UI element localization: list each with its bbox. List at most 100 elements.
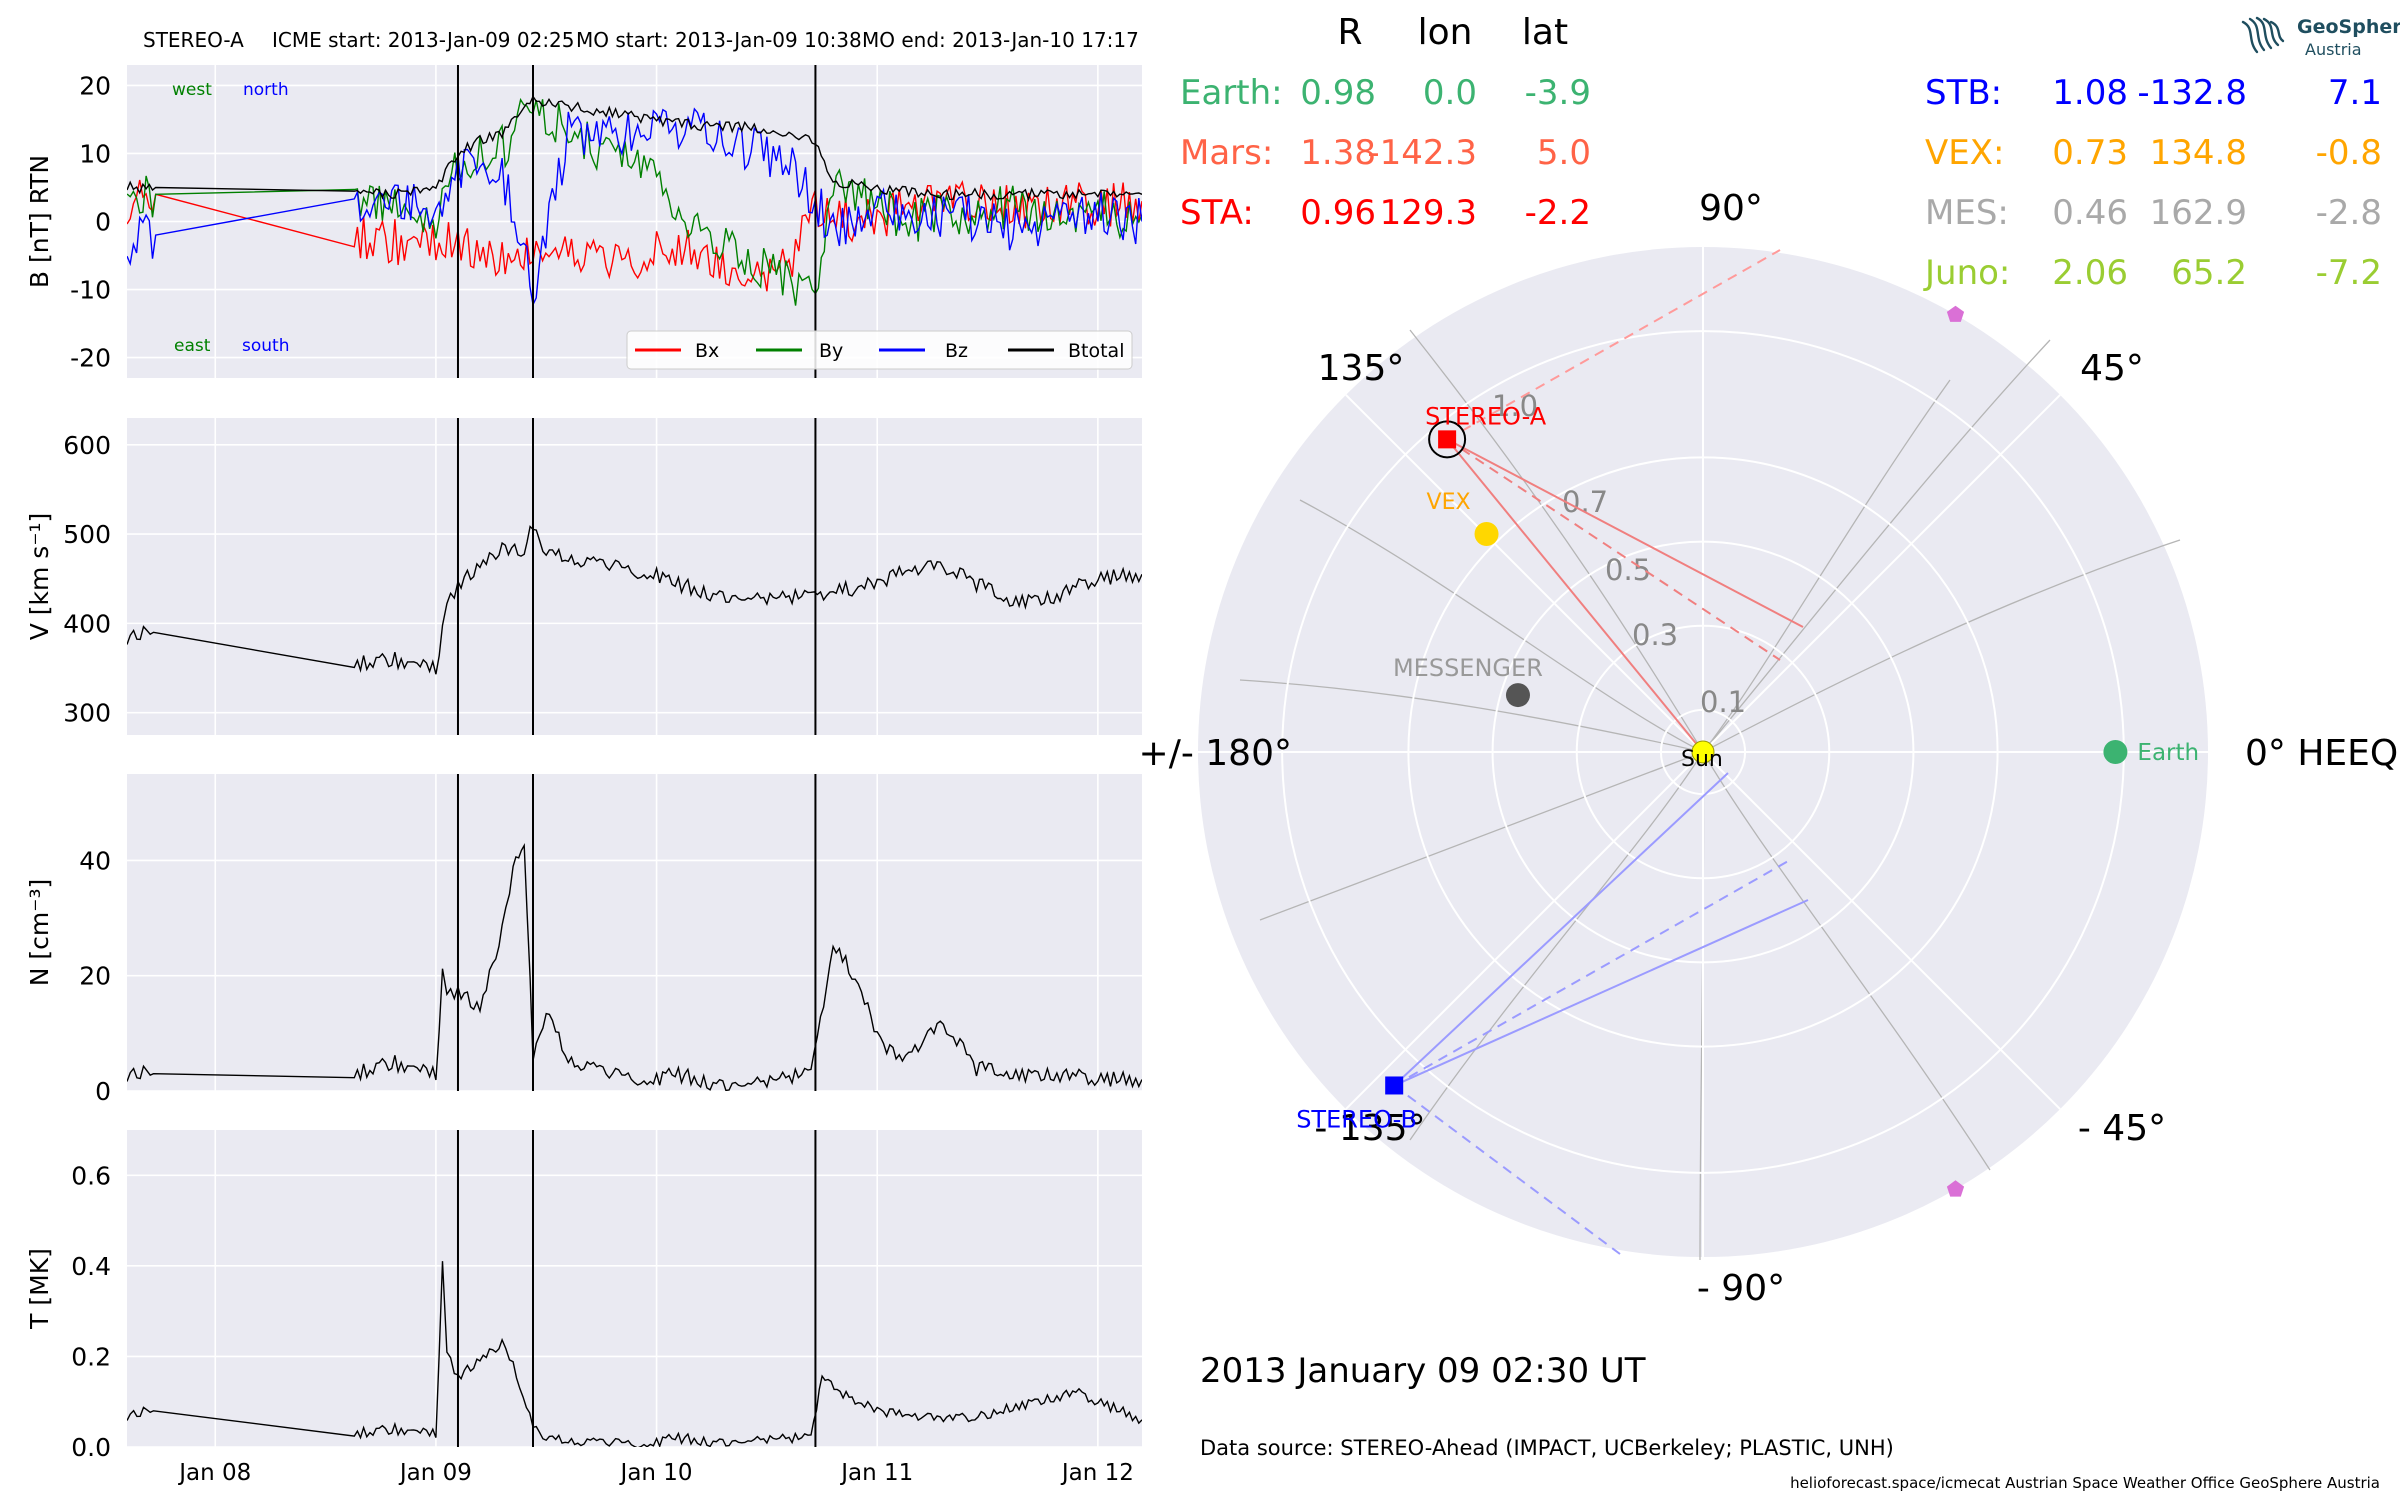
stereo-a-target-ring [1428,420,1467,459]
stb-view-line-2 [1393,859,1791,1087]
pentagon-marker-6 [1946,305,1965,322]
sun-label: Sun [1681,747,1723,772]
magnetic-field-series-btotal [127,94,1142,203]
table-right-row-2-r: 0.46 [2052,193,2128,233]
pentagon-marker-7 [1946,1180,1965,1197]
table-right-row-2-lon: 162.9 [2150,193,2247,233]
magnetic-field-ytick-0: 20 [79,71,111,100]
stereo-b-label: STEREO-B [1296,1105,1417,1133]
timestamp: 2013 January 09 02:30 UT [1200,1351,1646,1391]
polar-spoke-3 [1345,394,1704,753]
stereo-b-marker [1385,1076,1404,1095]
polar-angle-label-6: +/- 180° [1139,733,1292,774]
polar-rtick-0: 0.1 [1700,685,1746,719]
logo-line2: Austria [2305,40,2362,59]
logo-line1: GeoSphere [2297,16,2400,38]
table-header-lon: lon [1418,12,1473,53]
table-right-row-0-lon: -132.8 [2137,73,2247,113]
magnetic-field-series-bz [127,107,1142,307]
xtick-1: Jan 09 [398,1460,472,1486]
legend-bx-label: Bx [695,340,719,362]
time-axis-ticks: Jan 08 Jan 09 Jan 10 Jan 11 Jan 12 [177,1460,1134,1486]
table-right-row-3-name: Juno: [1923,253,2010,293]
table-left-row-2-r: 0.96 [1300,193,1376,233]
table-right-row-3-r: 2.06 [2052,253,2128,293]
stereo-a-marker [1438,430,1457,449]
sta-view-line-1 [1446,438,1804,628]
stereo-a-label: STEREO-A [1425,402,1547,430]
sun-marker [1691,740,1715,764]
table-left-row-2-name: STA: [1180,193,1254,233]
table-left-row-2-lat: -2.2 [1525,193,1591,233]
xtick-2: Jan 10 [619,1460,693,1486]
messenger-marker [1505,683,1530,708]
legend-bz-label: Bz [945,340,968,362]
magnetic-field-ytick-3: -10 [70,276,111,305]
polar-angle-label-7: 135° [1318,348,1405,389]
annotation-west: west [172,80,212,100]
table-left-row-0-lon: 0.0 [1423,73,1477,113]
table-left-row-1-lat: 5.0 [1537,133,1591,173]
temperature-ytick-1: 0.4 [71,1252,111,1281]
polar-angle-label-4: - 90° [1697,1268,1785,1309]
speed-ylabel: V [km s⁻¹] [25,513,54,641]
polar-angle-label-0: 90° [1699,188,1763,229]
table-right-row-1-lat: -0.8 [2316,133,2382,173]
sta-view-line-2 [1446,438,1781,661]
polar-spiral-8 [1702,339,2051,753]
footer-credits: helioforecast.space/icmecat Austrian Spa… [1790,1474,2380,1492]
table-left-row-1-r: 1.38 [1300,133,1376,173]
legend-by-label: By [819,340,843,362]
position-table: R lon lat Earth: 0.98 0.0 -3.9 Mars: 1.38-142… [1180,12,2382,293]
table-left-row-0-lat: -3.9 [1525,73,1591,113]
temperature-series-line [127,1261,1142,1447]
xtick-0: Jan 08 [177,1460,251,1486]
magnetic-field-ytick-4: -20 [70,344,111,373]
annotation-south: south [242,336,289,356]
polar-spiral-3 [1259,751,1704,921]
table-right-row-0-lat: 7.1 [2328,73,2382,113]
annotation-north: north [243,80,289,100]
speed-ytick-1: 500 [63,520,111,549]
stb-view-line-outer [1393,1084,1621,1255]
table-left-row-1-name: Mars: [1180,133,1273,173]
table-right-row-1-lon: 134.8 [2150,133,2247,173]
table-right-row-2-name: MES: [1925,193,2009,233]
table-right-row-0-r: 1.08 [2052,73,2128,113]
polar-angle-label-2: 0° HEEQ [2245,733,2398,774]
table-right-row-1-name: VEX: [1925,133,2005,173]
annotation-east: east [174,336,211,356]
magnetic-field-ytick-1: 10 [79,139,111,168]
stb-view-line-1 [1393,772,1729,1087]
table-left-row-0-r: 0.98 [1300,73,1376,113]
polar-spiral-6 [1702,751,1991,1171]
density-panel: 40 20 0 N [cm⁻³] [25,774,1142,1106]
polar-angle-label-5: - 135° [1314,1108,1425,1149]
header-icme-start: ICME start: 2013-Jan-09 02:25 [272,28,575,52]
magnetic-field-series-by [127,97,1142,306]
temperature-ytick-0: 0.6 [71,1161,111,1190]
header-spacecraft: STEREO-A [143,28,244,52]
table-right-row-3-lon: 65.2 [2171,253,2247,293]
geosphere-logo: GeoSphere Austria [2235,10,2400,60]
table-header-lat: lat [1522,12,1568,53]
polar-rtick-3: 0.7 [1562,485,1608,519]
density-ytick-0: 40 [79,846,111,875]
density-series-line [127,843,1142,1091]
stb-view-line-3 [1393,899,1809,1087]
magnetic-field-panel: 20 10 0 -10 -20 B [nT] RTN [25,65,1142,378]
speed-ytick-3: 300 [63,699,111,728]
polar-spoke-1 [1702,394,2061,753]
speed-panel: 600 500 400 300 V [km s⁻¹] [25,418,1142,735]
polar-spoke-7 [1702,751,2061,1110]
polar-spoke-5 [1345,751,1704,1110]
temperature-ytick-2: 0.2 [71,1342,111,1371]
earth-label: Earth [2137,740,2199,766]
density-ytick-1: 20 [79,962,111,991]
sta-view-line-3 [1446,438,1704,753]
sta-view-line-outer [1446,249,1781,441]
polar-rtick-1: 0.3 [1632,618,1678,652]
temperature-plot-area [127,1130,1142,1447]
magnetic-field-ylabel: B [nT] RTN [25,155,54,288]
